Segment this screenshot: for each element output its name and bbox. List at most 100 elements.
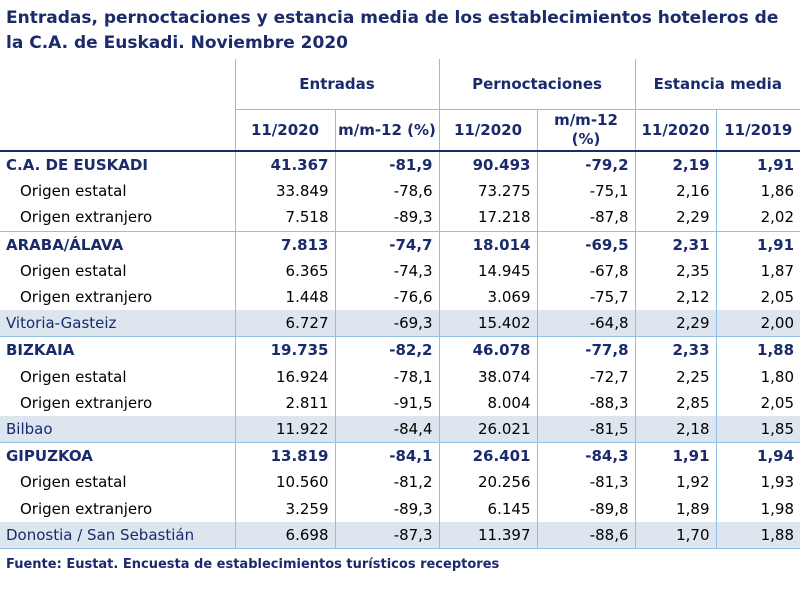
- cell-value: -69,5: [536, 230, 636, 258]
- row-label: ARABA/ÁLAVA: [0, 230, 236, 258]
- row-label: BIZKAIA: [0, 336, 236, 364]
- cell-value: -89,3: [334, 495, 439, 522]
- cell-value: 1,93: [715, 469, 800, 496]
- cell-value: 1,88: [715, 521, 800, 549]
- row-label: GIPUZKOA: [0, 442, 236, 470]
- cell-value: 6.698: [234, 521, 335, 549]
- table-row: GIPUZKOA 13.819 -84,1 26.401 -84,3 1,91 1,94: [0, 442, 800, 470]
- table-row: Origen extranjero 7.518 -89,3 17.218 -87,8 2,…: [0, 204, 800, 232]
- header-sub-4: 11/2020: [634, 109, 717, 151]
- cell-value: 11.922: [234, 415, 335, 443]
- header-sub-5: 11/2019: [715, 109, 800, 151]
- cell-value: -87,8: [536, 204, 636, 232]
- cell-value: -88,3: [536, 389, 636, 416]
- cell-value: -84,4: [334, 415, 439, 443]
- header-estancia-media: Estancia media: [634, 59, 800, 110]
- cell-value: 1,89: [634, 495, 717, 522]
- cell-value: -81,5: [536, 415, 636, 443]
- cell-value: 6.145: [438, 495, 537, 522]
- row-label: Origen extranjero: [0, 204, 236, 232]
- header-sub-row: 11/2020 m/m-12 (%) 11/2020 m/m-12 (%) 11…: [0, 109, 800, 151]
- cell-value: -79,2: [536, 151, 636, 179]
- cell-value: -77,8: [536, 336, 636, 364]
- header-sub-3: m/m-12 (%): [536, 109, 636, 151]
- cell-value: 2,33: [634, 336, 717, 364]
- cell-value: 1,70: [634, 521, 717, 549]
- header-pernoctaciones: Pernoctaciones: [438, 59, 636, 110]
- table-row: BIZKAIA 19.735 -82,2 46.078 -77,8 2,33 1,88: [0, 336, 800, 364]
- header-sub-0: 11/2020: [234, 109, 335, 151]
- cell-value: -84,3: [536, 442, 636, 470]
- cell-value: 2,29: [634, 204, 717, 232]
- row-label: Origen estatal: [0, 178, 236, 205]
- cell-value: 2.811: [234, 389, 335, 416]
- table-row: Vitoria-Gasteiz 6.727 -69,3 15.402 -64,8 2,29…: [0, 310, 800, 337]
- cell-value: -78,1: [334, 363, 439, 390]
- cell-value: -88,6: [536, 521, 636, 549]
- hotel-stats-table: Entradas Pernoctaciones Estancia media 1…: [0, 59, 800, 549]
- cell-value: 2,31: [634, 230, 717, 258]
- cell-value: 2,05: [715, 389, 800, 416]
- table-row: Bilbao 11.922 -84,4 26.021 -81,5 2,18 1,85: [0, 415, 800, 443]
- cell-value: -75,1: [536, 178, 636, 205]
- cell-value: 16.924: [234, 363, 335, 390]
- cell-value: -76,6: [334, 283, 439, 311]
- row-label: Origen estatal: [0, 257, 236, 284]
- cell-value: 26.401: [438, 442, 537, 470]
- table-row: Origen estatal 10.560 -81,2 20.256 -81,3 1,92…: [0, 469, 800, 496]
- cell-value: 11.397: [438, 521, 537, 549]
- cell-value: -75,7: [536, 283, 636, 311]
- cell-value: 3.259: [234, 495, 335, 522]
- cell-value: -69,3: [334, 310, 439, 337]
- cell-value: 10.560: [234, 469, 335, 496]
- source-note: Fuente: Eustat. Encuesta de establecimie…: [6, 557, 500, 572]
- cell-value: 2,12: [634, 283, 717, 311]
- table-row: Origen estatal 33.849 -78,6 73.275 -75,1 2,16…: [0, 178, 800, 205]
- table-row: Donostia / San Sebastián 6.698 -87,3 11.397…: [0, 521, 800, 549]
- cell-value: 1,98: [715, 495, 800, 522]
- table-row: Origen extranjero 2.811 -91,5 8.004 -88,3 2,8…: [0, 389, 800, 416]
- cell-value: 26.021: [438, 415, 537, 443]
- cell-value: 1,85: [715, 415, 800, 443]
- table-row: Origen estatal 16.924 -78,1 38.074 -72,7 2,25…: [0, 363, 800, 390]
- table-row: C.A. DE EUSKADI 41.367 -81,9 90.493 -79,2 2,1…: [0, 151, 800, 179]
- row-label: Origen estatal: [0, 469, 236, 496]
- cell-value: -74,7: [334, 230, 439, 258]
- cell-value: 2,25: [634, 363, 717, 390]
- cell-value: 1,92: [634, 469, 717, 496]
- cell-value: 2,29: [634, 310, 717, 337]
- cell-value: 20.256: [438, 469, 537, 496]
- cell-value: -72,7: [536, 363, 636, 390]
- cell-value: -78,6: [334, 178, 439, 205]
- cell-value: 73.275: [438, 178, 537, 205]
- cell-value: 41.367: [234, 151, 335, 179]
- cell-value: 2,35: [634, 257, 717, 284]
- cell-value: 19.735: [234, 336, 335, 364]
- cell-value: 2,02: [715, 204, 800, 232]
- cell-value: 2,05: [715, 283, 800, 311]
- cell-value: -89,3: [334, 204, 439, 232]
- cell-value: -89,8: [536, 495, 636, 522]
- cell-value: 33.849: [234, 178, 335, 205]
- cell-value: -64,8: [536, 310, 636, 337]
- cell-value: -87,3: [334, 521, 439, 549]
- cell-value: -91,5: [334, 389, 439, 416]
- cell-value: 13.819: [234, 442, 335, 470]
- table-row: Origen estatal 6.365 -74,3 14.945 -67,8 2,35 1…: [0, 257, 800, 284]
- cell-value: 18.014: [438, 230, 537, 258]
- row-label: Bilbao: [0, 415, 236, 443]
- cell-value: 17.218: [438, 204, 537, 232]
- row-label: Origen extranjero: [0, 495, 236, 522]
- row-label: Origen extranjero: [0, 283, 236, 311]
- table-row: Origen extranjero 1.448 -76,6 3.069 -75,7 2,1…: [0, 283, 800, 311]
- cell-value: 1,91: [634, 442, 717, 470]
- cell-value: -81,9: [334, 151, 439, 179]
- header-corner-sub: [0, 109, 236, 151]
- cell-value: 15.402: [438, 310, 537, 337]
- cell-value: 1,86: [715, 178, 800, 205]
- cell-value: 38.074: [438, 363, 537, 390]
- header-entradas: Entradas: [234, 59, 439, 110]
- header-sub-1: m/m-12 (%): [334, 109, 439, 151]
- cell-value: 14.945: [438, 257, 537, 284]
- cell-value: -82,2: [334, 336, 439, 364]
